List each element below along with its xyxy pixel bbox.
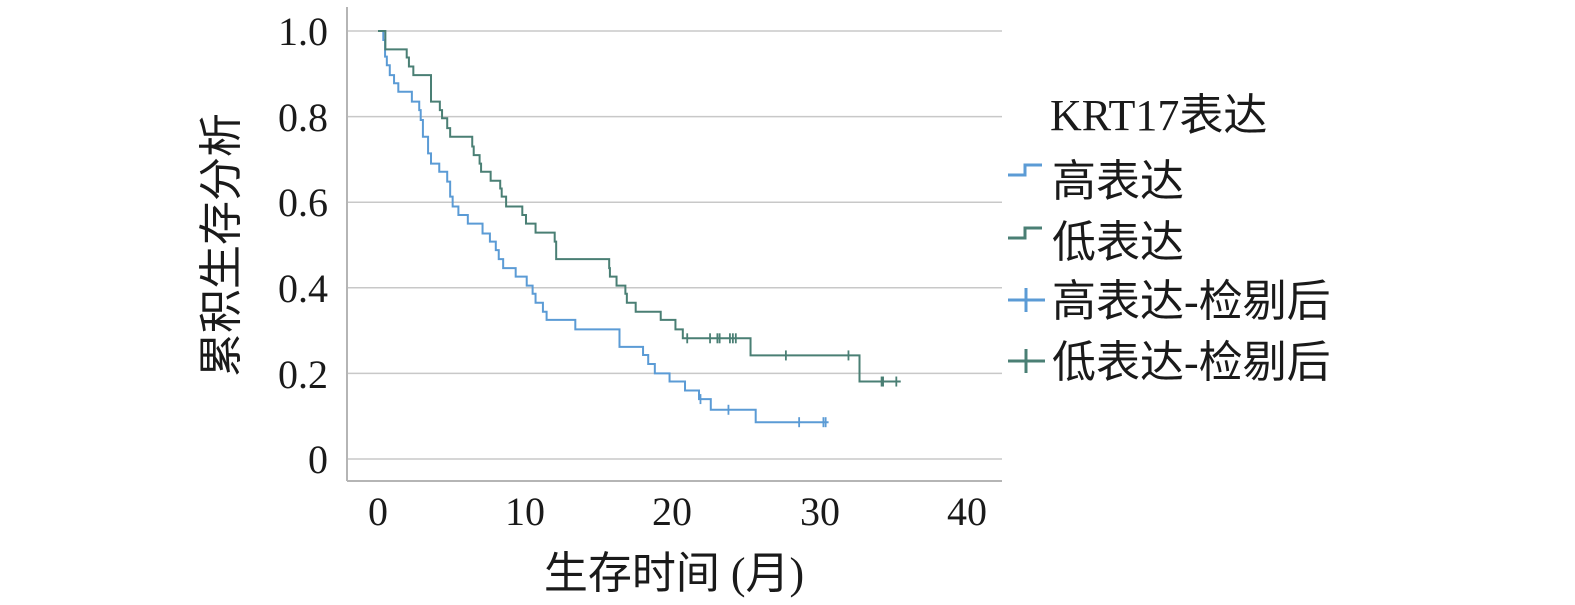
legend-entry-low-censored: 低表达-检剔后 [1052,338,1331,387]
legend-censor-icon-low [1008,349,1045,373]
y-tick-label: 1.0 [278,9,328,54]
x-tick-labels: 0 10 20 30 40 [368,489,987,534]
x-axis-label: 生存时间 (月) [544,549,804,598]
survival-curves [378,30,901,428]
x-tick-label: 30 [800,489,840,534]
y-tick-label: 0 [308,437,328,482]
legend-censor-icon-high [1008,288,1045,312]
x-tick-label: 20 [652,489,692,534]
legend-entry-high: 高表达 [1052,157,1184,206]
survival-curve-high [378,30,829,424]
legend-step-icon-low [1008,226,1042,240]
survival-curve-low [378,30,901,383]
legend-step-icon-high [1008,163,1042,177]
x-tick-label: 10 [505,489,545,534]
y-tick-label: 0.6 [278,180,328,225]
y-tick-label: 0.8 [278,95,328,140]
x-tick-label: 0 [368,489,388,534]
gridlines [347,30,1002,460]
legend-entry-high-censored: 高表达-检剔后 [1052,277,1331,326]
x-tick-label: 40 [947,489,987,534]
y-tick-labels: 0 0.2 0.4 0.6 0.8 1.0 [278,9,328,482]
legend-title: KRT17表达 [1050,91,1267,140]
y-axis-label: 累积生存分析 [197,113,246,377]
y-tick-label: 0.4 [278,266,328,311]
legend: KRT17表达 高表达 低表达 高表达-检剔后 低表达-检剔后 [1008,91,1331,387]
legend-entry-low: 低表达 [1052,218,1184,267]
y-tick-label: 0.2 [278,352,328,397]
